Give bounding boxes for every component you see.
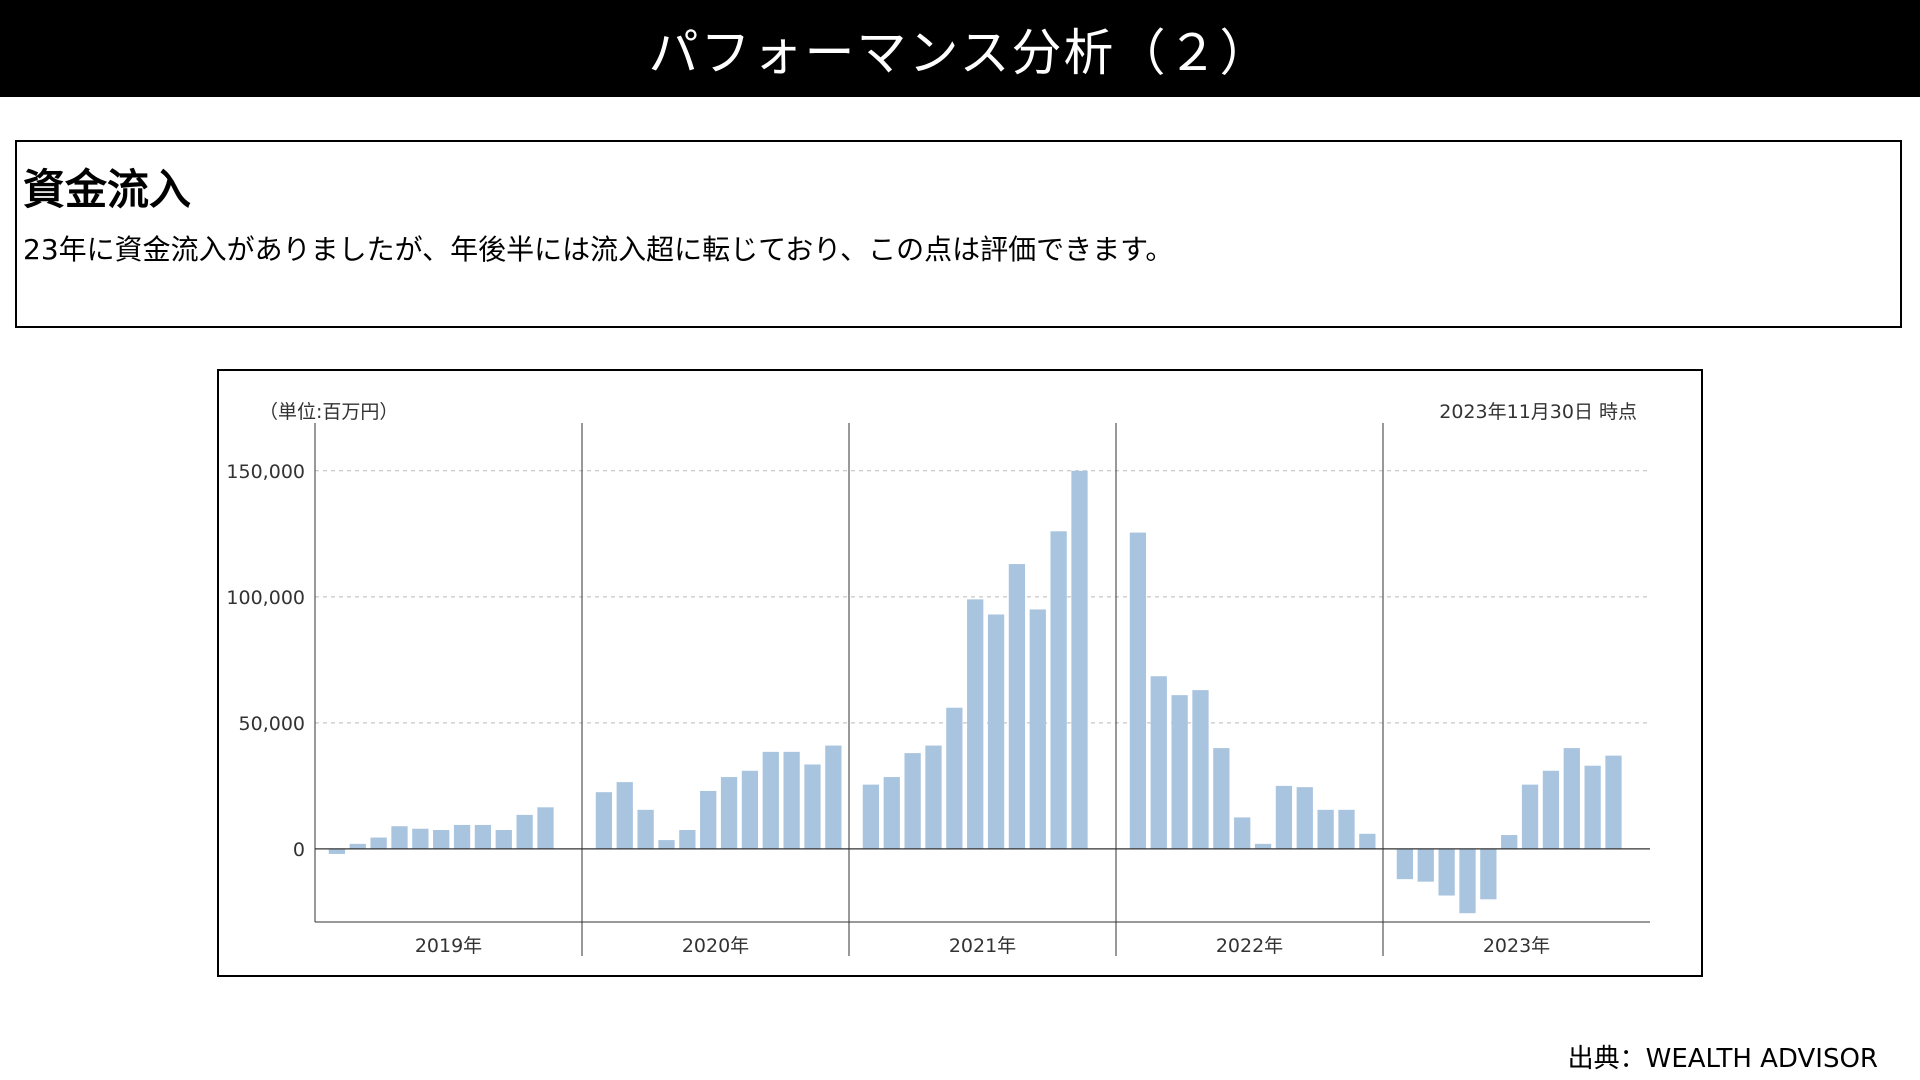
bar — [946, 707, 963, 849]
bar — [1563, 748, 1580, 849]
bar — [349, 843, 366, 849]
bar — [987, 614, 1005, 849]
x-group-label: 2020年 — [682, 935, 749, 957]
bar — [637, 809, 654, 849]
bar — [328, 848, 346, 854]
y-tick-label: 100,000 — [226, 587, 305, 609]
bar — [1605, 755, 1622, 849]
bar — [1396, 848, 1414, 880]
summary-heading: 資金流入 — [23, 165, 192, 214]
bar — [616, 782, 633, 849]
bar — [391, 826, 408, 849]
x-group-label: 2019年 — [415, 935, 482, 957]
y-tick-label: 150,000 — [226, 461, 305, 483]
x-group-label: 2022年 — [1216, 935, 1283, 957]
page-title: パフォーマンス分析（２） — [0, 0, 1920, 97]
bar — [433, 829, 450, 849]
bar — [1129, 532, 1147, 849]
bar — [862, 784, 880, 849]
bar — [679, 829, 696, 849]
bar — [1029, 609, 1046, 849]
bar — [658, 840, 675, 849]
bar — [1501, 835, 1518, 849]
bar — [1071, 470, 1088, 849]
bar — [474, 824, 492, 849]
fund-flow-chart: 0 50,000 100,000 150,000 2019年 2020年 2021年 2022… — [226, 423, 1650, 957]
bar — [783, 751, 800, 849]
bar — [925, 745, 942, 849]
bar — [453, 824, 471, 849]
summary-box: 資金流入 23年に資金流入がありましたが、年後半には流入超に転じており、この点は… — [15, 140, 1902, 328]
bar — [1359, 833, 1376, 849]
bar — [700, 790, 717, 849]
bar — [1150, 676, 1167, 849]
bar — [1459, 848, 1476, 914]
bar — [495, 829, 512, 849]
x-group-label: 2021年 — [949, 935, 1016, 957]
bar — [1542, 770, 1560, 849]
bar — [1213, 748, 1230, 849]
bar — [967, 599, 984, 849]
bar — [720, 777, 738, 849]
bar — [883, 777, 900, 849]
bar — [825, 745, 842, 849]
bar — [537, 807, 554, 849]
bar — [741, 770, 759, 849]
bar — [1438, 848, 1455, 896]
bar — [516, 814, 533, 849]
summary-text: 23年に資金流入がありましたが、年後半には流入超に転じており、この点は評価できま… — [23, 233, 1174, 266]
x-group-label: 2023年 — [1483, 935, 1550, 957]
y-tick-label: 50,000 — [239, 713, 305, 735]
bar — [1008, 564, 1026, 849]
bar — [412, 828, 429, 849]
bar — [595, 792, 613, 849]
bar — [1521, 784, 1539, 849]
bar — [1275, 785, 1293, 849]
source-credit: 出典：WEALTH ADVISOR — [1567, 1044, 1878, 1074]
as-of-date: 2023年11月30日 時点 — [1439, 401, 1637, 423]
y-tick-label: 0 — [293, 839, 305, 861]
bar — [1254, 843, 1272, 849]
bar — [1050, 531, 1067, 849]
bar — [804, 764, 821, 849]
bar — [1317, 809, 1334, 849]
chart-frame: 0 50,000 100,000 150,000 2019年 2020年 2021年 2022… — [217, 369, 1703, 977]
bar — [1584, 765, 1601, 849]
bar — [1480, 848, 1497, 900]
unit-label: （単位:百万円） — [259, 401, 399, 423]
bar — [1338, 809, 1355, 849]
bar — [1417, 848, 1434, 882]
bar — [1192, 690, 1209, 849]
bar — [1171, 695, 1188, 849]
bar — [1296, 787, 1313, 849]
bar — [370, 837, 387, 849]
bar — [762, 751, 779, 849]
bar — [904, 753, 921, 849]
bar — [1234, 817, 1251, 849]
